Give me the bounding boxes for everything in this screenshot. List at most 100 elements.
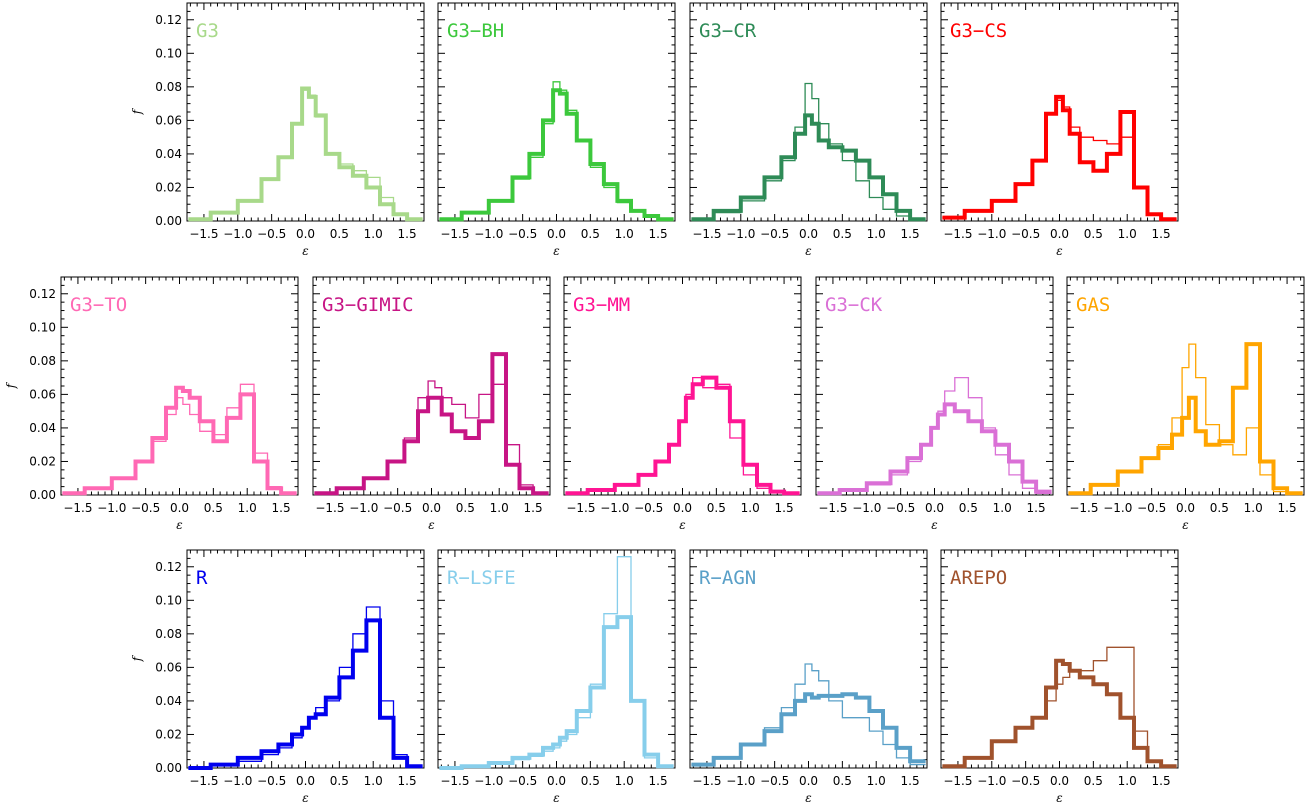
- series-thick: [691, 113, 926, 222]
- x-tick-label: 0.0: [422, 501, 441, 515]
- panel-13: −1.5 −1.0 −0.5 0.0 0.5 1.0 1.5 ε AREPO: [940, 549, 1179, 805]
- x-tick-label: −1.5: [818, 501, 847, 515]
- series-thin: [691, 82, 926, 220]
- x-axis-label: ε: [553, 791, 559, 805]
- x-tick-label: −1.0: [600, 501, 629, 515]
- x-tick-label: 0.0: [1050, 774, 1069, 788]
- x-tick-label: 1.5: [775, 501, 794, 515]
- panel-title: G3: [196, 20, 219, 42]
- x-tick-label: −1.5: [566, 501, 595, 515]
- y-tick-label: 0.02: [29, 454, 56, 468]
- series-thick: [942, 94, 1177, 222]
- y-tick-label: 0.00: [29, 488, 56, 502]
- panel-4: −1.5 −1.0 −0.5 0.0 0.5 1.0 1.5 ε G3−CS: [940, 2, 1179, 258]
- x-tick-label: 0.5: [204, 501, 223, 515]
- x-tick-label: 0.5: [581, 227, 600, 241]
- x-tick-label: −1.0: [977, 774, 1006, 788]
- x-tick-label: −1.5: [189, 227, 218, 241]
- panel-10: −1.5 −1.0 −0.5 0.0 0.5 1.0 1.5 ε 0.00 0.02 0.04 0.0…: [130, 549, 425, 805]
- y-tick-label: 0.08: [29, 354, 56, 368]
- x-tick-label: −0.5: [1011, 774, 1040, 788]
- x-tick-label: −0.5: [257, 774, 286, 788]
- x-tick-label: 1.0: [1118, 774, 1137, 788]
- y-tick-label: 0.08: [155, 627, 182, 641]
- panel-1: −1.5 −1.0 −0.5 0.0 0.5 1.0 1.5 ε 0.00 0.02 0.04 0.0…: [130, 2, 425, 258]
- y-axis-label: f: [4, 381, 18, 389]
- x-tick-label: 1.0: [490, 501, 509, 515]
- series-thick: [1068, 342, 1303, 496]
- x-tick-label: 1.5: [398, 774, 417, 788]
- x-tick-label: −1.0: [97, 501, 126, 515]
- panel-5: −1.5 −1.0 −0.5 0.0 0.5 1.0 1.5 ε 0.00 0.02 0.04 0.0…: [4, 276, 299, 532]
- series-thin: [188, 89, 423, 220]
- y-axis-label: f: [130, 107, 144, 115]
- panel-title: R: [196, 567, 208, 589]
- x-tick-label: −1.0: [852, 501, 881, 515]
- x-tick-label: −1.0: [1103, 501, 1132, 515]
- x-tick-label: −1.0: [223, 227, 252, 241]
- x-tick-label: 1.0: [364, 774, 383, 788]
- x-tick-label: −0.5: [760, 774, 789, 788]
- x-tick-label: 0.5: [581, 774, 600, 788]
- y-tick-label: 0.10: [29, 320, 56, 334]
- x-tick-label: −1.5: [315, 501, 344, 515]
- panel-title: G3−MM: [573, 294, 630, 316]
- x-tick-label: 1.5: [1152, 227, 1171, 241]
- series-thick: [188, 618, 423, 770]
- panel-8: −1.5 −1.0 −0.5 0.0 0.5 1.0 1.5 ε G3−CK: [815, 276, 1054, 532]
- x-tick-label: −0.5: [508, 774, 537, 788]
- x-tick-label: 1.0: [238, 501, 257, 515]
- x-tick-label: 0.5: [833, 774, 852, 788]
- x-tick-label: 0.5: [330, 227, 349, 241]
- x-tick-label: 1.5: [901, 774, 920, 788]
- x-tick-label: −0.5: [1011, 227, 1040, 241]
- x-tick-label: −1.0: [977, 227, 1006, 241]
- panel-title: R−AGN: [699, 567, 756, 589]
- series-thin: [817, 376, 1052, 494]
- y-tick-label: 0.04: [155, 147, 182, 161]
- x-tick-label: 1.5: [649, 227, 668, 241]
- x-tick-label: −1.0: [474, 227, 503, 241]
- x-tick-label: −1.5: [692, 774, 721, 788]
- x-tick-label: 0.0: [799, 774, 818, 788]
- x-tick-label: 1.5: [1152, 774, 1171, 788]
- x-tick-label: −0.5: [508, 227, 537, 241]
- x-tick-label: −0.5: [257, 227, 286, 241]
- x-tick-label: 1.0: [615, 227, 634, 241]
- x-tick-label: 0.5: [833, 227, 852, 241]
- y-tick-label: 0.08: [155, 80, 182, 94]
- x-tick-label: −1.0: [726, 774, 755, 788]
- x-axis-label: ε: [931, 518, 937, 532]
- x-tick-label: 0.0: [296, 227, 315, 241]
- x-tick-label: −1.0: [223, 774, 252, 788]
- x-tick-label: 1.5: [524, 501, 543, 515]
- x-tick-label: 1.0: [1244, 501, 1263, 515]
- plot-frame: [186, 2, 425, 222]
- x-tick-label: 1.5: [1278, 501, 1297, 515]
- x-tick-label: 0.0: [547, 227, 566, 241]
- panel-title: G3−CR: [699, 20, 757, 42]
- x-tick-label: −1.0: [474, 774, 503, 788]
- x-axis-label: ε: [805, 244, 811, 258]
- y-tick-label: 0.12: [155, 13, 182, 27]
- panel-2: −1.5 −1.0 −0.5 0.0 0.5 1.0 1.5 ε G3−BH: [437, 2, 676, 258]
- y-tick-label: 0.04: [29, 421, 56, 435]
- x-tick-label: −1.5: [943, 227, 972, 241]
- panel-9: −1.5 −1.0 −0.5 0.0 0.5 1.0 1.5 ε GAS: [1066, 276, 1305, 532]
- panel-title: G3−TO: [70, 294, 127, 316]
- y-tick-label: 0.02: [155, 180, 182, 194]
- panel-7: −1.5 −1.0 −0.5 0.0 0.5 1.0 1.5 ε G3−MM: [563, 276, 802, 532]
- panel-3: −1.5 −1.0 −0.5 0.0 0.5 1.0 1.5 ε G3−CR: [689, 2, 928, 258]
- x-axis-label: ε: [302, 244, 308, 258]
- x-tick-label: −1.5: [692, 227, 721, 241]
- x-tick-label: 0.5: [456, 501, 475, 515]
- x-tick-label: −1.5: [440, 774, 469, 788]
- panel-11: −1.5 −1.0 −0.5 0.0 0.5 1.0 1.5 ε R−LSFE: [437, 549, 676, 805]
- x-axis-label: ε: [1182, 518, 1188, 532]
- panel-title: G3−CS: [950, 20, 1007, 42]
- y-tick-label: 0.10: [155, 46, 182, 60]
- x-tick-label: 0.0: [799, 227, 818, 241]
- x-tick-label: 1.0: [741, 501, 760, 515]
- x-tick-label: 1.0: [993, 501, 1012, 515]
